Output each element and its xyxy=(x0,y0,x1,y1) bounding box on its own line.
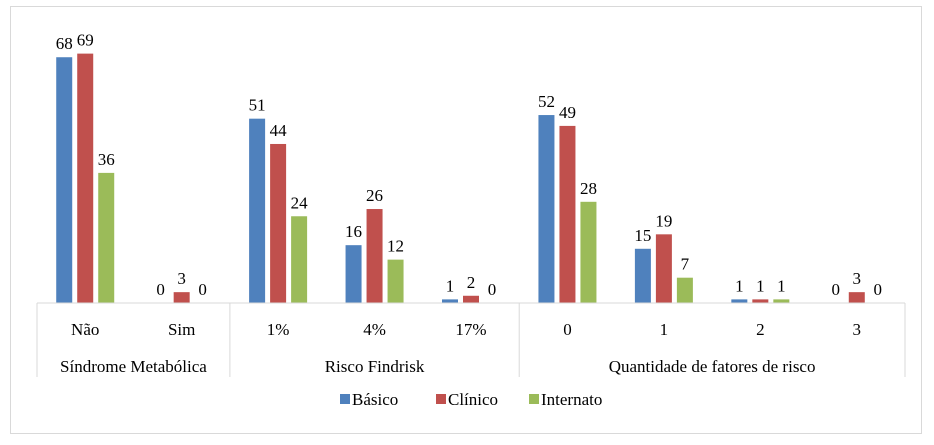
data-label-clínico-8: 3 xyxy=(853,269,862,288)
chart-frame xyxy=(10,6,922,434)
bar-internato-7 xyxy=(773,299,790,303)
bar-internato-2 xyxy=(291,216,308,303)
bar-básico-0 xyxy=(56,57,73,303)
data-label-clínico-3: 26 xyxy=(366,186,383,205)
data-label-clínico-5: 49 xyxy=(559,103,576,122)
tick-label-4: 17% xyxy=(455,320,486,339)
bar-básico-5 xyxy=(538,115,555,303)
legend-swatch-básico xyxy=(340,394,350,404)
group-label-0: Síndrome Metabólica xyxy=(60,357,207,376)
bar-clínico-7 xyxy=(752,299,769,303)
data-label-básico-2: 51 xyxy=(249,96,266,115)
data-label-clínico-6: 19 xyxy=(655,211,672,230)
legend-swatch-clínico xyxy=(436,394,446,404)
tick-label-1: Sim xyxy=(168,320,195,339)
group-label-2: Quantidade de fatores de risco xyxy=(609,357,816,376)
data-label-internato-7: 1 xyxy=(777,276,786,295)
data-label-internato-5: 28 xyxy=(580,179,597,198)
data-label-clínico-4: 2 xyxy=(467,273,476,292)
data-label-clínico-7: 1 xyxy=(756,276,765,295)
bar-clínico-4 xyxy=(463,295,479,303)
data-label-internato-0: 36 xyxy=(98,150,115,169)
data-label-internato-6: 7 xyxy=(681,255,690,274)
bar-básico-7 xyxy=(731,299,748,303)
tick-label-5: 0 xyxy=(563,320,572,339)
bar-clínico-3 xyxy=(366,209,383,303)
bar-clínico-0 xyxy=(77,53,94,303)
bar-clínico-8 xyxy=(848,292,865,303)
legend-swatch-internato xyxy=(529,394,539,404)
tick-label-3: 4% xyxy=(363,320,386,339)
bar-internato-6 xyxy=(676,277,693,303)
bar-clínico-6 xyxy=(655,234,672,303)
bar-básico-2 xyxy=(249,118,266,304)
bar-clínico-2 xyxy=(270,143,287,303)
tick-label-7: 2 xyxy=(756,320,765,339)
bar-básico-6 xyxy=(634,248,651,303)
bar-internato-3 xyxy=(387,259,404,303)
tick-label-8: 3 xyxy=(853,320,862,339)
bar-básico-4 xyxy=(442,299,458,303)
data-label-clínico-0: 69 xyxy=(77,31,94,50)
data-label-básico-3: 16 xyxy=(345,222,362,241)
tick-label-2: 1% xyxy=(267,320,290,339)
data-label-clínico-1: 3 xyxy=(177,269,186,288)
data-label-internato-3: 12 xyxy=(387,237,404,256)
data-label-básico-0: 68 xyxy=(56,34,73,53)
bar-básico-3 xyxy=(345,245,362,303)
bar-internato-5 xyxy=(580,201,597,303)
legend-label-básico: Básico xyxy=(352,390,398,409)
legend-label-internato: Internato xyxy=(541,390,602,409)
data-label-básico-8: 0 xyxy=(832,280,841,299)
bar-internato-0 xyxy=(98,172,115,303)
data-label-internato-1: 0 xyxy=(198,280,207,299)
data-label-básico-6: 15 xyxy=(634,226,651,245)
legend-label-clínico: Clínico xyxy=(448,390,498,409)
bar-clínico-5 xyxy=(559,125,576,304)
data-label-internato-2: 24 xyxy=(291,193,309,212)
data-label-básico-1: 0 xyxy=(156,280,165,299)
data-label-básico-5: 52 xyxy=(538,92,555,111)
group-label-1: Risco Findrisk xyxy=(325,357,425,376)
data-label-internato-4: 0 xyxy=(488,280,497,299)
tick-label-6: 1 xyxy=(660,320,669,339)
data-label-internato-8: 0 xyxy=(874,280,883,299)
data-label-clínico-2: 44 xyxy=(270,121,288,140)
tick-label-0: Não xyxy=(71,320,99,339)
bar-clínico-1 xyxy=(173,292,190,303)
data-label-básico-7: 1 xyxy=(735,276,744,295)
data-label-básico-4: 1 xyxy=(446,276,455,295)
